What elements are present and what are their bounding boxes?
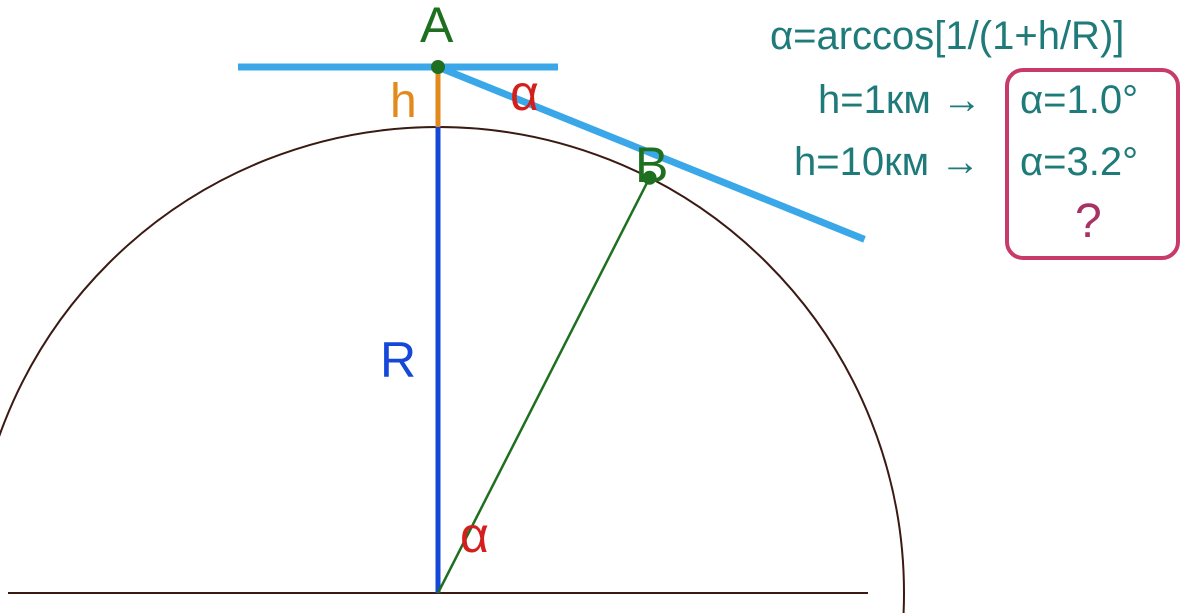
formula-text: α=arccos[1/(1+h/R)] bbox=[770, 16, 1124, 56]
example-2-h: h=10км → bbox=[794, 142, 980, 182]
label-R: R bbox=[380, 335, 416, 385]
label-alpha-bottom: α bbox=[460, 510, 489, 560]
example-1-h: h=1км → bbox=[818, 80, 982, 120]
result-box bbox=[1005, 68, 1180, 260]
label-alpha-top: α bbox=[510, 68, 539, 118]
label-h: h bbox=[390, 78, 417, 126]
label-A: A bbox=[420, 0, 453, 50]
label-B: B bbox=[635, 140, 668, 190]
